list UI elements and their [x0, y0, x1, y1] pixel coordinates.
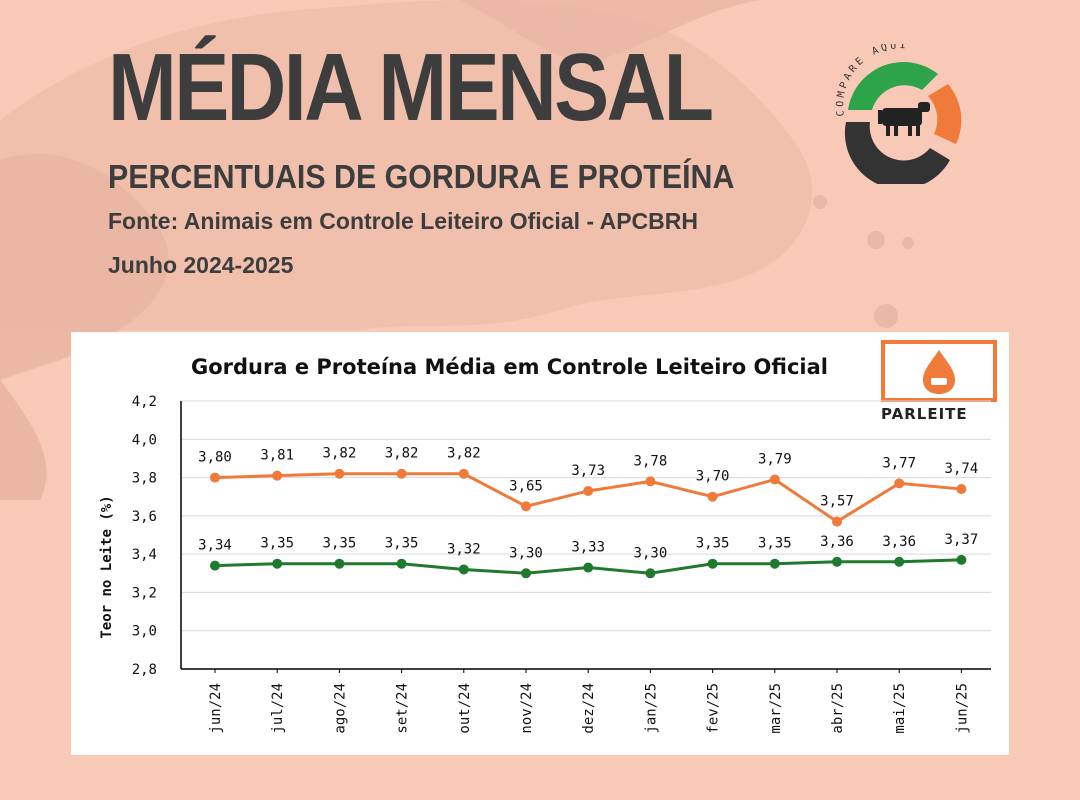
data-label: 3,81 [260, 448, 294, 464]
compare-aqui-logo: COMPARE AQUI [835, 44, 962, 184]
data-point [210, 560, 220, 571]
data-label: 3,30 [509, 545, 543, 561]
x-tick-label: jan/25 [643, 683, 659, 734]
parleite-label: PARLEITE [881, 405, 968, 423]
data-label: 3,82 [385, 446, 419, 462]
data-point [956, 554, 967, 565]
data-label: 3,33 [571, 540, 605, 556]
line-chart: Gordura e Proteína Média em Controle Lei… [99, 340, 997, 734]
y-tick-label: 3,0 [132, 624, 157, 640]
x-tick-label: mar/25 [768, 683, 784, 734]
y-tick-label: 4,0 [132, 432, 157, 448]
x-tick-label: jun/24 [208, 683, 224, 734]
data-point [458, 564, 469, 575]
data-point [396, 468, 407, 479]
data-point [645, 568, 656, 579]
data-label: 3,35 [260, 536, 294, 552]
data-point [832, 556, 842, 567]
data-point [272, 558, 283, 569]
data-point [334, 558, 345, 569]
data-point [894, 478, 905, 489]
data-label: 3,37 [945, 532, 979, 548]
data-label: 3,77 [882, 455, 916, 471]
data-label: 3,82 [447, 446, 481, 462]
data-point [583, 562, 594, 573]
data-label: 3,36 [882, 534, 916, 550]
data-label: 3,79 [758, 451, 792, 467]
x-tick-label: ago/24 [332, 683, 348, 734]
data-label: 3,35 [385, 536, 419, 552]
data-point [894, 556, 905, 567]
x-tick-label: set/24 [395, 683, 411, 734]
data-point [210, 472, 220, 483]
data-label: 3,82 [323, 446, 357, 462]
data-label: 3,80 [198, 450, 232, 466]
x-tick-label: jul/24 [270, 683, 286, 734]
data-point [521, 501, 531, 512]
y-tick-label: 3,2 [132, 585, 157, 601]
cow-icon [878, 102, 930, 136]
data-point [334, 468, 345, 479]
x-tick-label: abr/25 [830, 683, 846, 734]
data-point [769, 474, 780, 485]
data-point [458, 468, 469, 479]
data-label: 3,70 [696, 469, 730, 485]
data-point [583, 485, 594, 496]
data-label: 3,73 [571, 463, 605, 479]
data-point [707, 558, 718, 569]
data-point [707, 491, 718, 502]
data-label: 3,35 [758, 536, 792, 552]
data-label: 3,35 [323, 536, 357, 552]
x-tick-label: out/24 [457, 683, 473, 734]
x-tick-label: fev/25 [706, 683, 722, 734]
data-point [769, 558, 780, 569]
data-label: 3,35 [696, 536, 730, 552]
period-line: Junho 2024-2025 [108, 252, 294, 278]
y-tick-label: 4,2 [132, 394, 157, 410]
page-subtitle: PERCENTUAIS DE GORDURA E PROTEÍNA [108, 158, 735, 195]
y-tick-label: 3,4 [132, 547, 157, 563]
chart-title: Gordura e Proteína Média em Controle Lei… [191, 355, 828, 379]
x-tick-label: jun/25 [954, 683, 970, 734]
y-axis-label: Teor no Leite (%) [99, 495, 115, 638]
data-point [956, 484, 967, 495]
y-tick-label: 3,6 [132, 509, 157, 525]
parleite-logo: PARLEITE [881, 340, 997, 423]
data-point [521, 568, 531, 579]
milk-drop-cow-icon [923, 350, 955, 394]
x-tick-label: dez/24 [581, 683, 597, 734]
page-title: MÉDIA MENSAL [108, 34, 714, 141]
x-tick-label: mai/25 [892, 683, 908, 734]
data-point [272, 470, 283, 481]
y-tick-label: 3,8 [132, 471, 157, 487]
data-label: 3,78 [634, 453, 668, 469]
x-tick-label: nov/24 [519, 683, 535, 734]
data-label: 3,30 [634, 545, 668, 561]
data-label: 3,32 [447, 541, 481, 557]
y-tick-label: 2,8 [132, 662, 157, 678]
data-label: 3,34 [198, 538, 232, 554]
data-label: 3,74 [945, 461, 979, 477]
data-point [832, 516, 842, 527]
source-line: Fonte: Animais em Controle Leiteiro Ofic… [108, 208, 698, 234]
data-label: 3,36 [820, 534, 854, 550]
chart-panel: Gordura e Proteína Média em Controle Lei… [71, 332, 1009, 755]
data-point [645, 476, 656, 487]
data-label: 3,65 [509, 478, 543, 494]
data-point [396, 558, 407, 569]
data-label: 3,57 [820, 494, 854, 510]
